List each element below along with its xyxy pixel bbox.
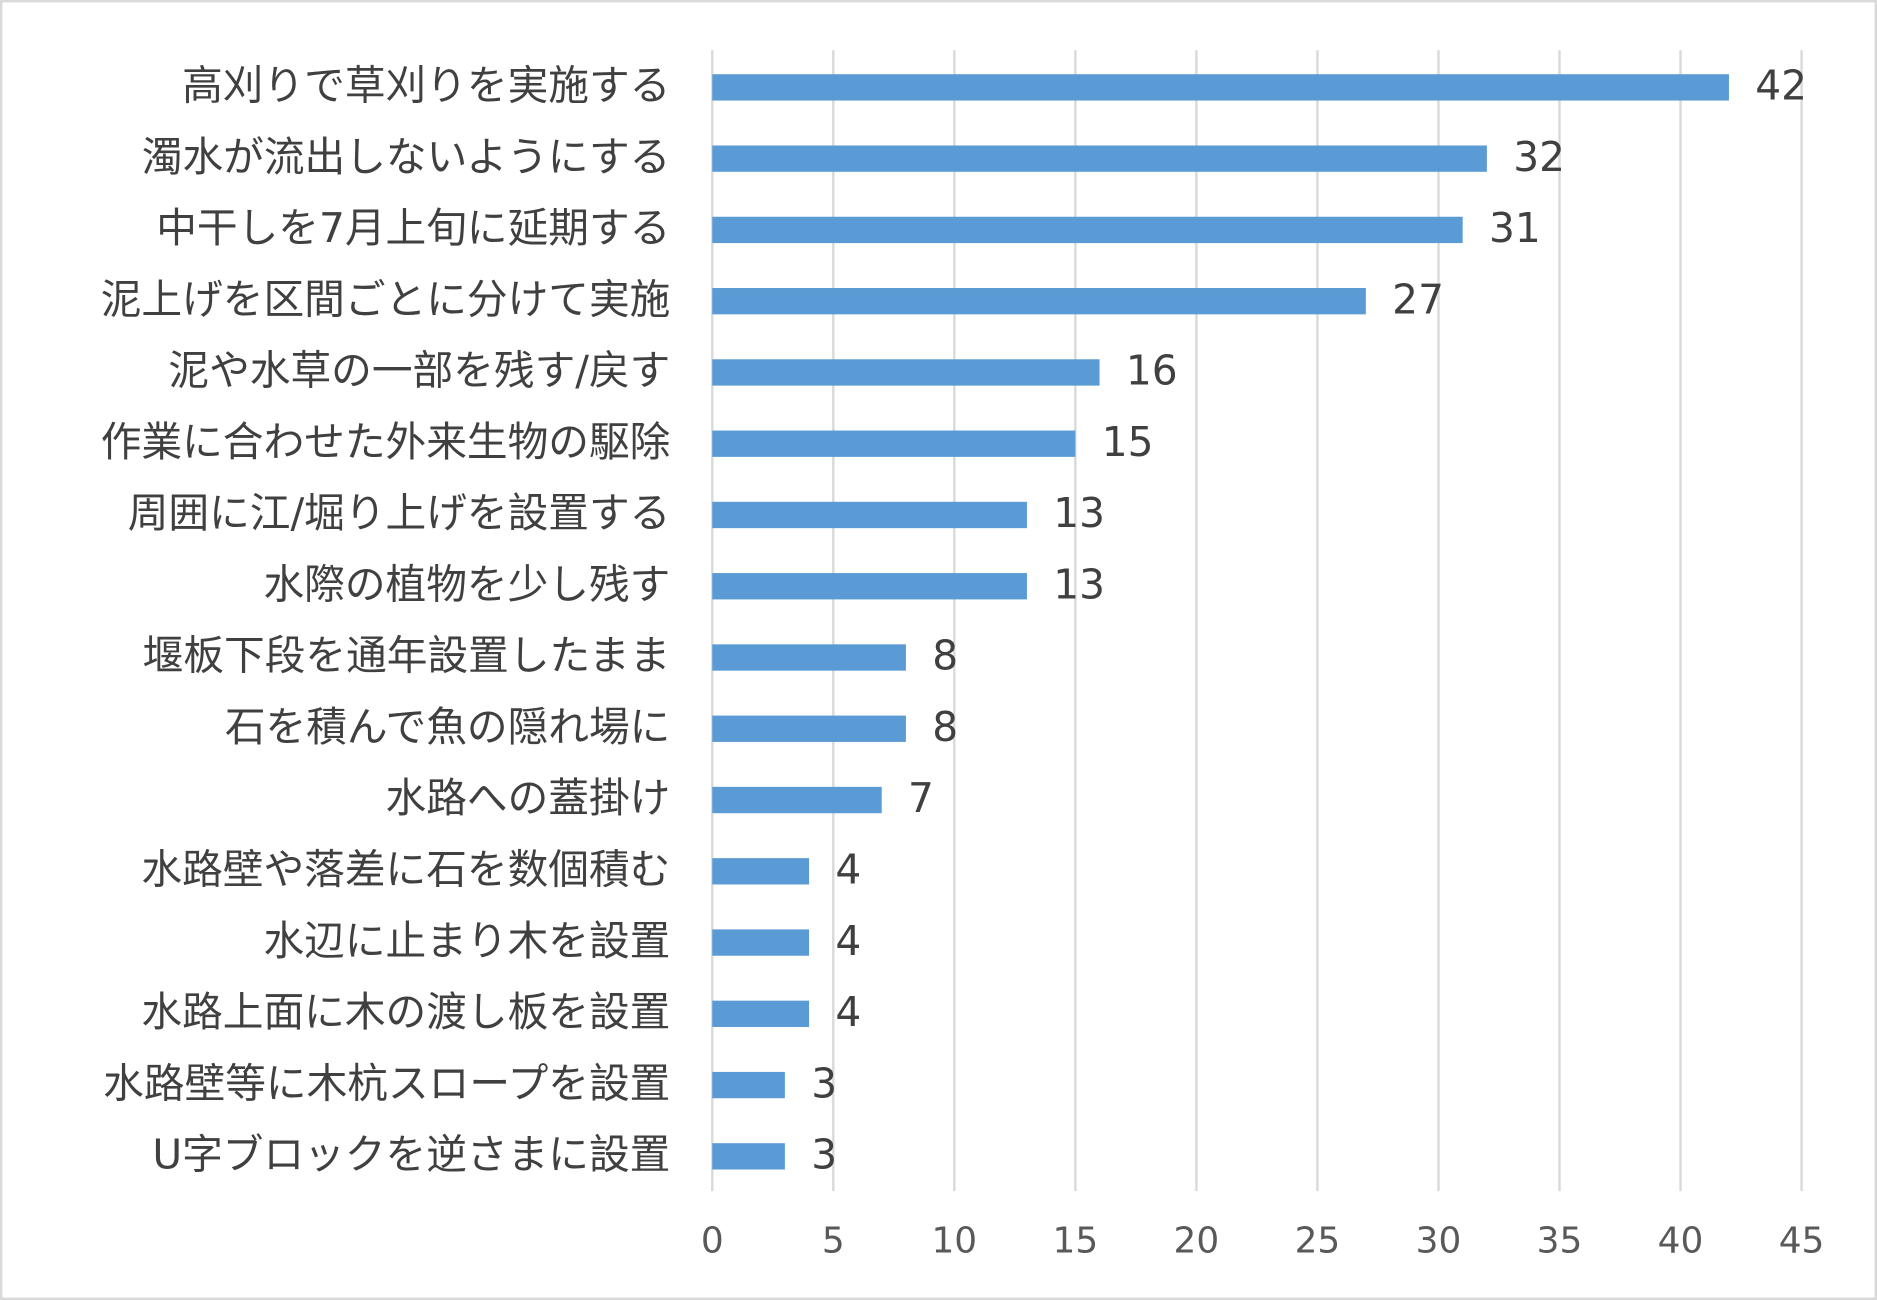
x-tick-label: 40 [1658, 1221, 1704, 1262]
value-label: 8 [932, 632, 958, 680]
y-tick-label: 中干しを7月上旬に延期する [156, 204, 670, 252]
bar [712, 786, 882, 814]
y-tick-label: 水路壁等に木杭スロープを設置 [103, 1059, 670, 1107]
bar [712, 501, 1027, 529]
x-tick-label: 25 [1295, 1221, 1341, 1262]
y-tick-label: 堰板下段を通年設置したまま [143, 632, 671, 680]
bar [712, 644, 906, 671]
x-tick-label: 0 [701, 1221, 724, 1262]
value-label: 27 [1392, 275, 1444, 323]
bar [712, 573, 1027, 600]
y-tick-label: 水路への蓋掛け [386, 774, 671, 822]
y-tick-label: 石を積んで魚の隠れ場に [225, 703, 671, 751]
value-label: 4 [835, 988, 861, 1036]
bar [712, 1143, 785, 1170]
value-label: 13 [1053, 489, 1105, 537]
value-label: 42 [1755, 62, 1807, 110]
y-tick-label: 泥や水草の一部を残す/戻す [168, 347, 670, 395]
bar [712, 929, 810, 956]
value-label: 31 [1489, 204, 1541, 252]
value-label: 16 [1126, 347, 1178, 395]
y-tick-label: 水辺に止まり木を設置 [263, 917, 670, 965]
value-label: 4 [835, 845, 861, 893]
bar [712, 74, 1729, 101]
y-tick-label: 水路壁や落差に石を数個積む [141, 845, 670, 893]
x-tick-label: 5 [822, 1221, 845, 1262]
x-tick-label: 10 [931, 1221, 977, 1262]
bar [712, 216, 1463, 244]
value-label: 3 [811, 1131, 837, 1179]
bar [712, 858, 810, 885]
y-tick-label: 水際の植物を少し残す [263, 560, 670, 608]
bar [712, 1071, 785, 1099]
value-label: 15 [1102, 418, 1154, 466]
y-tick-label: U字ブロックを逆さまに設置 [152, 1131, 670, 1179]
value-label: 7 [908, 774, 934, 822]
bar [712, 1000, 810, 1027]
y-tick-label: 周囲に江/堀り上げを設置する [128, 489, 671, 537]
x-tick-label: 35 [1537, 1221, 1583, 1262]
x-tick-label: 15 [1053, 1221, 1099, 1262]
y-tick-label: 作業に合わせた外来生物の駆除 [101, 418, 671, 466]
y-tick-label: 濁水が流出しないようにする [142, 133, 671, 181]
bar [712, 288, 1366, 315]
x-tick-label: 30 [1416, 1221, 1462, 1262]
x-tick-label: 20 [1174, 1221, 1220, 1262]
bar [712, 430, 1076, 457]
value-label: 3 [811, 1059, 837, 1107]
bar [712, 715, 906, 742]
y-tick-label: 泥上げを区間ごとに分けて実施 [101, 275, 671, 323]
value-label: 8 [932, 703, 958, 751]
value-label: 32 [1513, 133, 1565, 181]
bar [712, 359, 1100, 386]
y-tick-label: 水路上面に木の渡し板を設置 [141, 988, 670, 1036]
value-label: 13 [1053, 560, 1105, 608]
value-label: 4 [835, 917, 861, 965]
bar [712, 145, 1487, 172]
x-tick-label: 45 [1779, 1221, 1825, 1262]
y-tick-label: 高刈りで草刈りを実施する [182, 62, 670, 110]
